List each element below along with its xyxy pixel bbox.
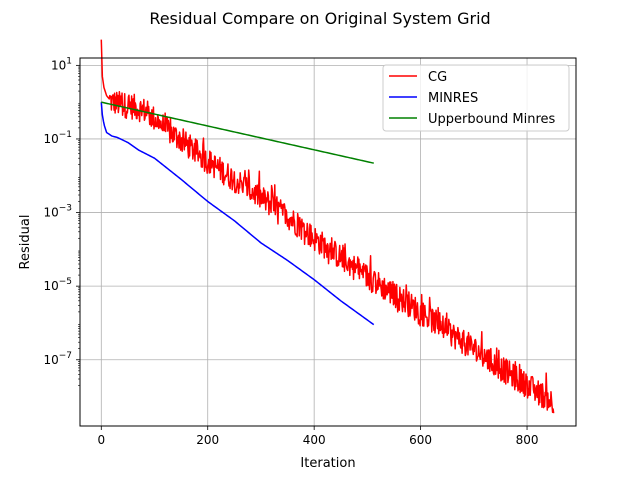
series-line-minres [100, 102, 375, 326]
series-layer [100, 39, 555, 414]
x-tick-label: 600 [409, 433, 432, 447]
legend-box [382, 64, 570, 132]
x-tick-label: 800 [516, 433, 539, 447]
y-axis: 101 10−1 10−3 10−5 10−7 [43, 56, 80, 386]
series-line-upperbound-minres [101, 101, 374, 164]
legend-label: Upperbound Minres [428, 112, 556, 127]
legend-label: MINRES [428, 91, 478, 106]
y-tick-label: 101 [51, 56, 72, 72]
y-tick-label: 10−1 [43, 130, 72, 146]
chart-title: Residual Compare on Original System Grid [149, 9, 490, 28]
x-axis: 0 200 400 600 800 [97, 426, 538, 447]
x-axis-label: Iteration [300, 456, 355, 471]
x-tick-label: 200 [196, 433, 219, 447]
y-tick-label: 10−7 [43, 351, 72, 367]
x-tick-label: 0 [97, 433, 105, 447]
x-tick-label: 400 [303, 433, 326, 447]
y-axis-label: Residual [18, 215, 33, 270]
legend-label: CG [428, 70, 447, 85]
plot-frame [79, 57, 577, 427]
legend: CG MINRES Upperbound Minres [382, 64, 570, 132]
grid [80, 58, 576, 426]
series-line-cg [100, 39, 555, 414]
y-tick-label: 10−5 [43, 277, 72, 293]
y-tick-label: 10−3 [43, 204, 72, 220]
